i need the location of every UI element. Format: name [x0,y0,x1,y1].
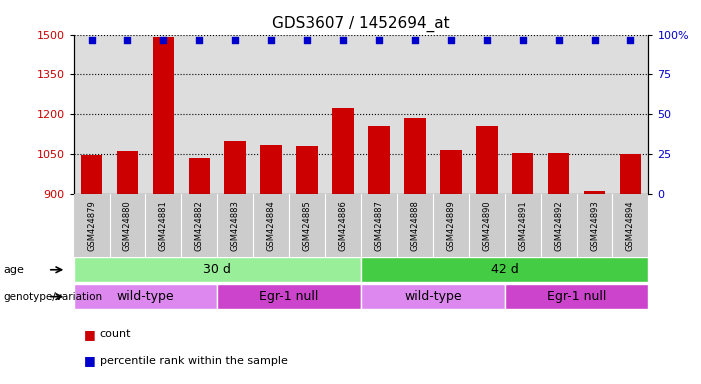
Point [86,37,97,43]
Point [589,37,600,43]
Text: GSM424890: GSM424890 [482,200,491,251]
Text: GSM424883: GSM424883 [231,200,240,251]
Text: ■: ■ [84,328,96,341]
Text: 42 d: 42 d [491,263,519,276]
Text: GSM424887: GSM424887 [374,200,383,251]
Point [625,37,636,43]
Text: GSM424894: GSM424894 [626,200,635,251]
Text: GSM424879: GSM424879 [87,200,96,251]
Point [266,37,277,43]
Point [301,37,313,43]
Point [230,37,241,43]
Text: GSM424888: GSM424888 [410,200,419,251]
Bar [584,191,606,194]
Bar [361,257,648,282]
Bar [297,146,318,194]
Title: GDS3607 / 1452694_at: GDS3607 / 1452694_at [272,16,450,32]
Point [374,37,385,43]
Text: 30 d: 30 d [203,263,231,276]
Bar [548,153,569,194]
Text: wild-type: wild-type [404,290,462,303]
Text: wild-type: wild-type [116,290,175,303]
Text: Egr-1 null: Egr-1 null [259,290,319,303]
Bar [361,284,505,309]
Text: GSM424880: GSM424880 [123,200,132,251]
Text: genotype/variation: genotype/variation [4,291,102,302]
Bar [224,141,246,194]
Point [553,37,564,43]
Bar [440,150,461,194]
Text: GSM424893: GSM424893 [590,200,599,251]
Bar [404,118,426,194]
Bar [116,151,138,194]
Text: percentile rank within the sample: percentile rank within the sample [100,356,287,366]
Text: count: count [100,329,131,339]
Text: GSM424891: GSM424891 [518,200,527,251]
Bar [189,158,210,194]
Point [409,37,421,43]
Bar [81,156,102,194]
Bar [505,284,648,309]
Text: GSM424885: GSM424885 [303,200,312,251]
Point [158,37,169,43]
Bar [512,153,533,194]
Text: GSM424889: GSM424889 [447,200,456,251]
Point [193,37,205,43]
Bar [153,37,174,194]
Point [445,37,456,43]
Point [337,37,348,43]
Text: GSM424882: GSM424882 [195,200,204,251]
Text: age: age [4,265,25,275]
Text: GSM424886: GSM424886 [339,200,348,251]
Point [481,37,492,43]
Point [122,37,133,43]
Text: Egr-1 null: Egr-1 null [547,290,606,303]
Bar [74,284,217,309]
Bar [74,257,361,282]
Bar [476,126,498,194]
Text: ■: ■ [84,354,96,367]
Bar [217,284,361,309]
Bar [332,108,354,194]
Text: GSM424892: GSM424892 [554,200,563,251]
Text: GSM424884: GSM424884 [266,200,275,251]
Bar [620,154,641,194]
Bar [368,126,390,194]
Bar [261,145,282,194]
Point [517,37,529,43]
Text: GSM424881: GSM424881 [159,200,168,251]
